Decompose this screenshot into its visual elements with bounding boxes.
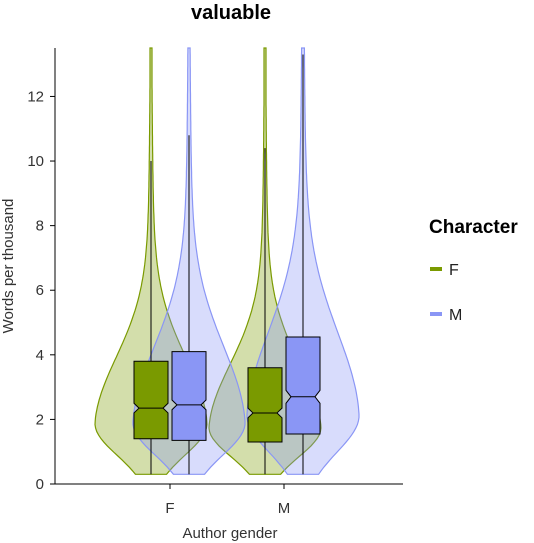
chart-title: valuable [191, 2, 271, 24]
box-m-f [171, 351, 207, 441]
y-tick-label: 6 [36, 282, 44, 299]
box-layer [133, 54, 321, 475]
x-tick-label: M [278, 500, 291, 517]
y-ticks: 0 2 4 6 8 10 12 [27, 88, 55, 493]
y-tick-label: 2 [36, 411, 44, 428]
y-tick-label: 12 [27, 88, 44, 105]
x-tick-label: F [165, 500, 174, 517]
box-f-m [247, 367, 283, 443]
y-tick-label: 4 [36, 347, 44, 364]
y-tick-label: 0 [36, 476, 44, 493]
legend-title: Character [429, 217, 518, 238]
legend: Character F M [429, 217, 518, 324]
y-tick-label: 8 [36, 218, 44, 235]
legend-label-m: M [449, 307, 462, 324]
legend-label-f: F [449, 262, 459, 279]
y-tick-label: 10 [27, 153, 44, 170]
x-axis-label: Author gender [182, 525, 277, 542]
y-axis-label: Words per thousand [0, 199, 17, 334]
box-f-f [133, 360, 169, 440]
box-m-m [285, 336, 321, 435]
